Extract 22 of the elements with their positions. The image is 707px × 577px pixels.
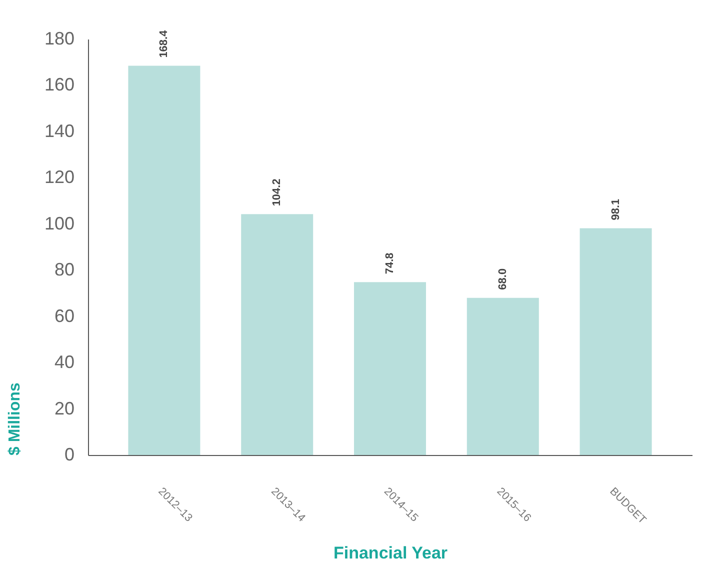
y-tick-label: 180 <box>44 28 74 48</box>
bar <box>241 214 314 455</box>
bar <box>354 282 426 455</box>
data-label: 74.8 <box>384 252 396 274</box>
bar <box>466 298 539 455</box>
bar <box>580 228 652 455</box>
x-axis-title: Financial Year <box>333 544 448 563</box>
data-label: 98.1 <box>610 198 622 220</box>
data-label: 104.2 <box>271 178 284 206</box>
y-tick-label: 20 <box>54 398 74 418</box>
data-label: 68.0 <box>496 268 509 290</box>
y-tick-label: 80 <box>54 260 74 280</box>
y-tick-label: 60 <box>54 306 74 326</box>
y-tick-label: 100 <box>44 213 74 234</box>
bar <box>128 66 200 455</box>
y-tick-label: 120 <box>44 167 74 188</box>
y-axis-title: $ Millions <box>6 382 24 456</box>
y-tick-label: 40 <box>54 352 74 372</box>
data-label: 168.4 <box>158 29 170 58</box>
y-tick-label: 0 <box>64 444 74 464</box>
y-tick-label: 140 <box>44 120 74 141</box>
y-tick-label: 160 <box>44 74 74 95</box>
